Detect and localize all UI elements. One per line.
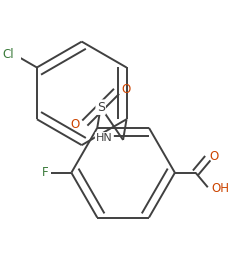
Text: O: O: [121, 83, 131, 96]
Text: S: S: [96, 101, 104, 114]
Text: OH: OH: [210, 182, 228, 196]
Text: O: O: [70, 118, 79, 131]
Text: HN: HN: [96, 133, 112, 143]
Text: F: F: [42, 166, 49, 179]
Text: Cl: Cl: [2, 48, 14, 61]
Text: O: O: [209, 150, 218, 163]
